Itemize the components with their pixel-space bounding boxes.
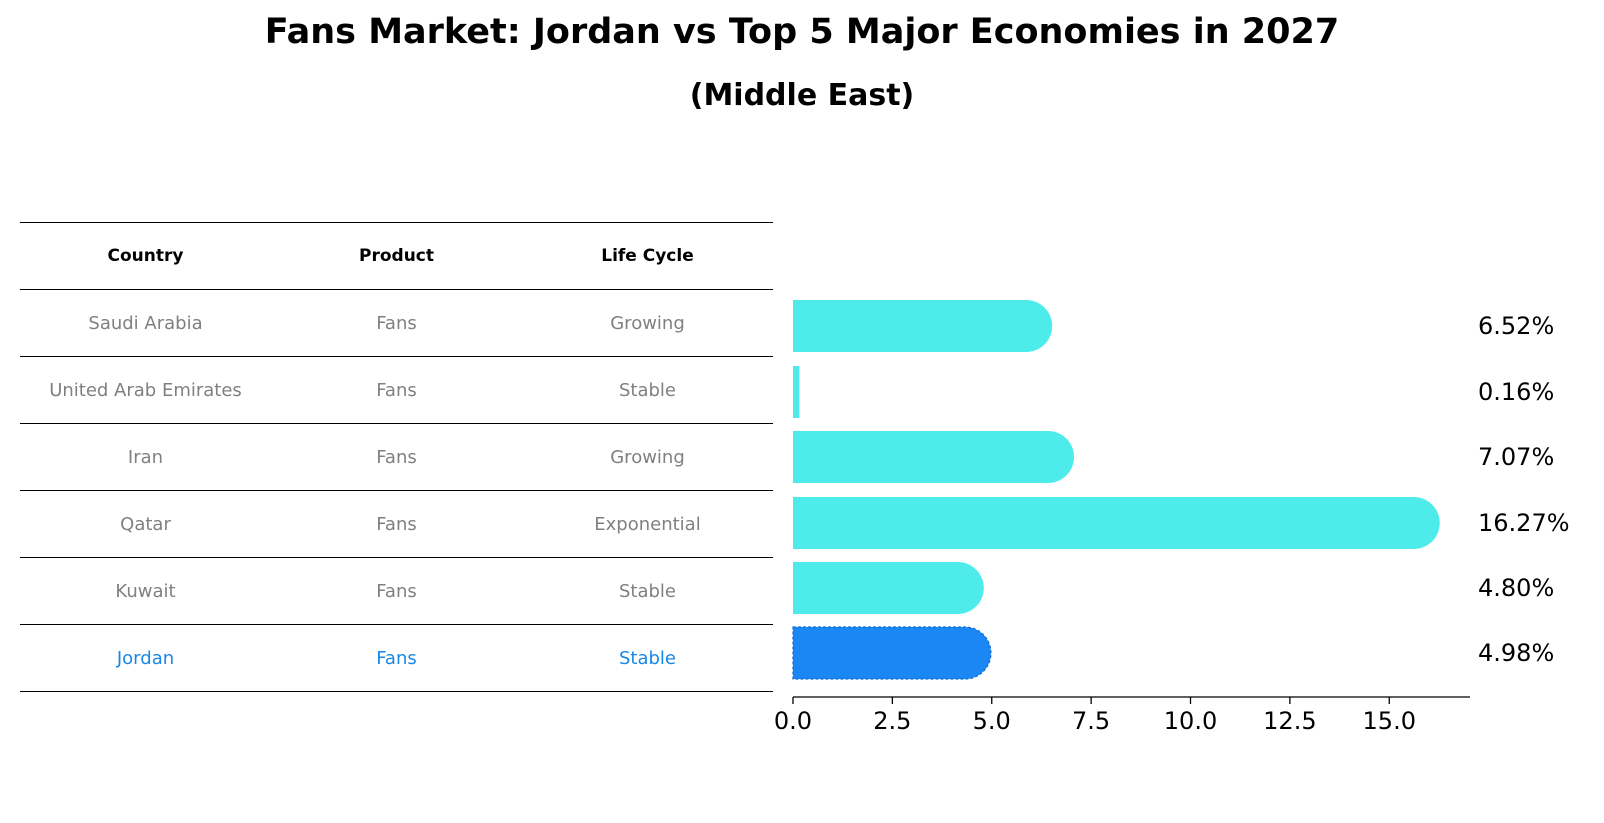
table-row: Kuwait Fans Stable <box>20 557 773 625</box>
cell-country: Kuwait <box>20 557 271 625</box>
bar-value-label: 7.07% <box>1478 443 1554 471</box>
cell-life-cycle: Stable <box>522 356 773 424</box>
cell-life-cycle: Growing <box>522 289 773 357</box>
header-product: Product <box>271 222 522 290</box>
cell-country: Qatar <box>20 490 271 558</box>
bar-value-label: 6.52% <box>1478 312 1554 340</box>
cell-country: Iran <box>20 423 271 491</box>
table-row: Iran Fans Growing <box>20 423 773 491</box>
cell-product: Fans <box>271 624 522 692</box>
table-row: Saudi Arabia Fans Growing <box>20 289 773 357</box>
bar-value-label: 4.80% <box>1478 574 1554 602</box>
x-tick-label: 5.0 <box>973 707 1011 735</box>
bar-highlighted <box>792 626 992 680</box>
cell-life-cycle: Growing <box>522 423 773 491</box>
x-tick-label: 0.0 <box>774 707 812 735</box>
cell-product: Fans <box>271 356 522 424</box>
table-row: United Arab Emirates Fans Stable <box>20 356 773 424</box>
header-country: Country <box>20 222 271 290</box>
cell-country: Saudi Arabia <box>20 289 271 357</box>
table-row: Qatar Fans Exponential <box>20 490 773 558</box>
cell-life-cycle: Exponential <box>522 490 773 558</box>
table-row-highlighted: Jordan Fans Stable <box>20 624 773 692</box>
bar-value-label: 0.16% <box>1478 378 1554 406</box>
x-tick-label: 12.5 <box>1263 707 1316 735</box>
comparison-table: Country Product Life Cycle Saudi Arabia … <box>20 222 773 692</box>
cell-country: Jordan <box>20 624 271 692</box>
table-header-row: Country Product Life Cycle <box>20 222 773 290</box>
x-tick-label: 7.5 <box>1072 707 1110 735</box>
x-tick-label: 2.5 <box>873 707 911 735</box>
x-tick-label: 15.0 <box>1363 707 1416 735</box>
cell-life-cycle: Stable <box>522 557 773 625</box>
comparison-table-container: Country Product Life Cycle Saudi Arabia … <box>20 222 773 692</box>
chart-subtitle: (Middle East) <box>689 78 915 113</box>
bar-value-label: 16.27% <box>1478 509 1570 537</box>
cell-life-cycle: Stable <box>522 624 773 692</box>
chart-title: Fans Market: Jordan vs Top 5 Major Econo… <box>264 12 1340 52</box>
bar-value-label: 4.98% <box>1478 639 1554 667</box>
bar <box>793 562 984 614</box>
cell-country: United Arab Emirates <box>20 356 271 424</box>
cell-product: Fans <box>271 289 522 357</box>
cell-product: Fans <box>271 490 522 558</box>
header-life-cycle: Life Cycle <box>522 222 773 290</box>
x-tick-label: 10.0 <box>1164 707 1217 735</box>
bar <box>793 497 1440 549</box>
bar <box>793 300 1053 352</box>
bar <box>793 366 800 418</box>
bar <box>793 431 1075 483</box>
